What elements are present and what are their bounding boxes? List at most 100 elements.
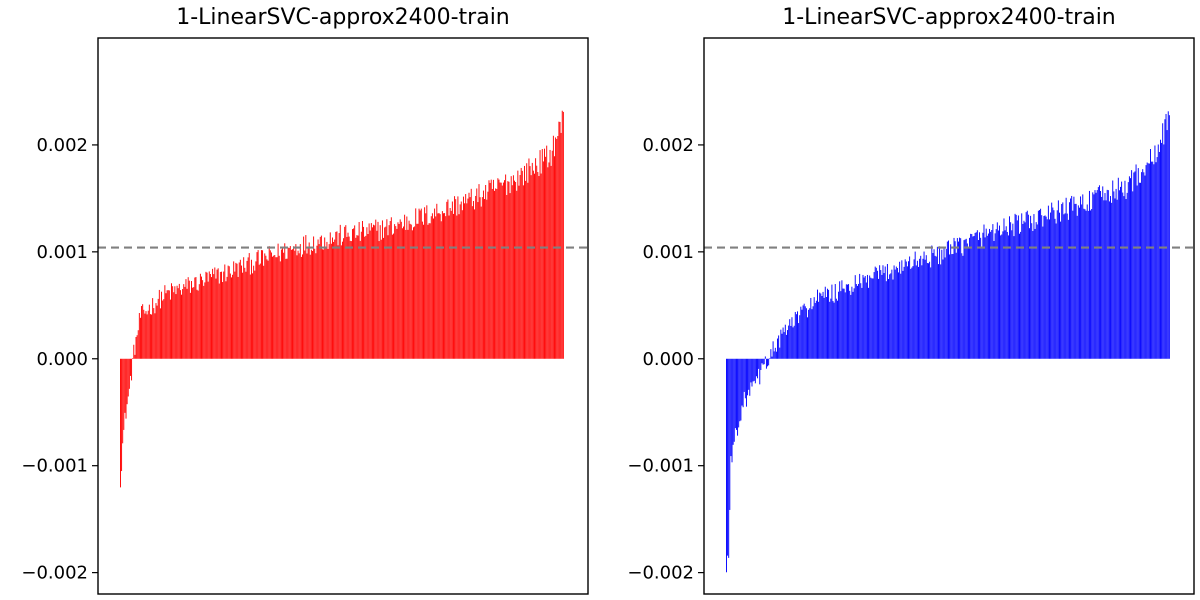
bar	[240, 265, 242, 359]
bar	[1106, 189, 1108, 359]
bar	[441, 211, 443, 359]
bar	[749, 358, 751, 396]
bar	[165, 293, 167, 359]
bar	[1072, 210, 1074, 359]
bar	[949, 254, 951, 359]
bar	[1090, 210, 1092, 359]
bar	[562, 111, 564, 359]
bar	[854, 275, 856, 359]
bar	[239, 259, 241, 359]
bar	[446, 201, 448, 359]
bar	[472, 200, 474, 359]
bar	[435, 216, 437, 359]
bar	[1101, 196, 1103, 359]
bar	[1146, 162, 1148, 359]
bar	[1047, 205, 1049, 359]
bar	[136, 335, 138, 359]
bar	[803, 303, 805, 359]
bar	[1041, 215, 1043, 359]
bar	[768, 358, 770, 366]
bar	[1039, 210, 1040, 359]
bar	[151, 314, 153, 359]
bar	[274, 255, 276, 359]
bar	[1026, 210, 1028, 359]
bar	[922, 258, 924, 359]
bar	[122, 358, 124, 444]
bar	[1027, 214, 1029, 359]
bar	[515, 181, 517, 359]
bar	[487, 191, 489, 359]
bar	[375, 219, 377, 359]
bar	[892, 279, 894, 359]
bar	[1136, 185, 1138, 359]
bar	[540, 173, 542, 359]
bar	[339, 224, 341, 359]
bar	[289, 246, 291, 359]
bar	[458, 214, 460, 359]
bar	[502, 182, 504, 359]
bar	[527, 182, 529, 359]
bar	[344, 226, 346, 359]
bar	[558, 121, 560, 359]
bar	[991, 230, 993, 359]
bar	[1117, 177, 1119, 359]
bar	[394, 224, 396, 359]
bar	[393, 233, 394, 359]
bar	[1098, 185, 1100, 359]
bar	[248, 253, 250, 359]
bar	[825, 297, 827, 359]
bar	[1068, 202, 1070, 359]
bar	[236, 263, 238, 359]
bar	[337, 245, 339, 359]
bar	[349, 240, 351, 359]
bar	[218, 283, 220, 359]
bar	[431, 213, 433, 359]
bar	[1140, 182, 1141, 359]
bar	[266, 259, 268, 359]
bar	[205, 271, 207, 359]
bar	[1042, 226, 1044, 359]
bar	[858, 283, 860, 359]
bar	[967, 246, 969, 359]
bar	[901, 260, 903, 359]
bar	[1017, 215, 1019, 359]
bar	[1062, 202, 1064, 359]
bar	[1128, 176, 1130, 359]
bar	[208, 271, 210, 359]
bar	[979, 232, 981, 359]
chart-panel-right: 0.002 0.001 0.000 −0.001 −0.002 1-LinearSVC-…	[627, 5, 1195, 595]
bar	[1120, 186, 1121, 359]
bar	[257, 250, 259, 359]
bar	[497, 178, 499, 359]
bar	[1067, 219, 1069, 359]
bar	[916, 260, 918, 359]
bar	[129, 358, 131, 376]
bar	[528, 158, 530, 359]
bar	[1082, 194, 1084, 359]
bar	[348, 236, 350, 359]
bar	[153, 308, 155, 359]
bar	[1122, 192, 1124, 359]
bar	[1040, 208, 1042, 359]
bar	[769, 358, 771, 359]
bar	[975, 232, 977, 359]
bar	[1087, 210, 1089, 359]
bar	[260, 250, 262, 359]
bar	[955, 252, 957, 359]
bar	[550, 165, 552, 359]
bar	[212, 268, 214, 359]
bar	[865, 282, 867, 359]
bar	[839, 281, 841, 359]
bar	[940, 264, 942, 359]
bar	[330, 243, 332, 359]
bar	[243, 257, 245, 359]
bar	[1061, 204, 1063, 359]
chart-title-right: 1-LinearSVC-approx2400-train	[782, 5, 1116, 30]
bar	[159, 308, 161, 359]
bar	[1134, 171, 1136, 359]
bar	[509, 193, 511, 359]
bar	[1053, 210, 1055, 359]
bar	[520, 167, 522, 359]
bar	[133, 344, 135, 359]
bar	[1148, 163, 1150, 359]
